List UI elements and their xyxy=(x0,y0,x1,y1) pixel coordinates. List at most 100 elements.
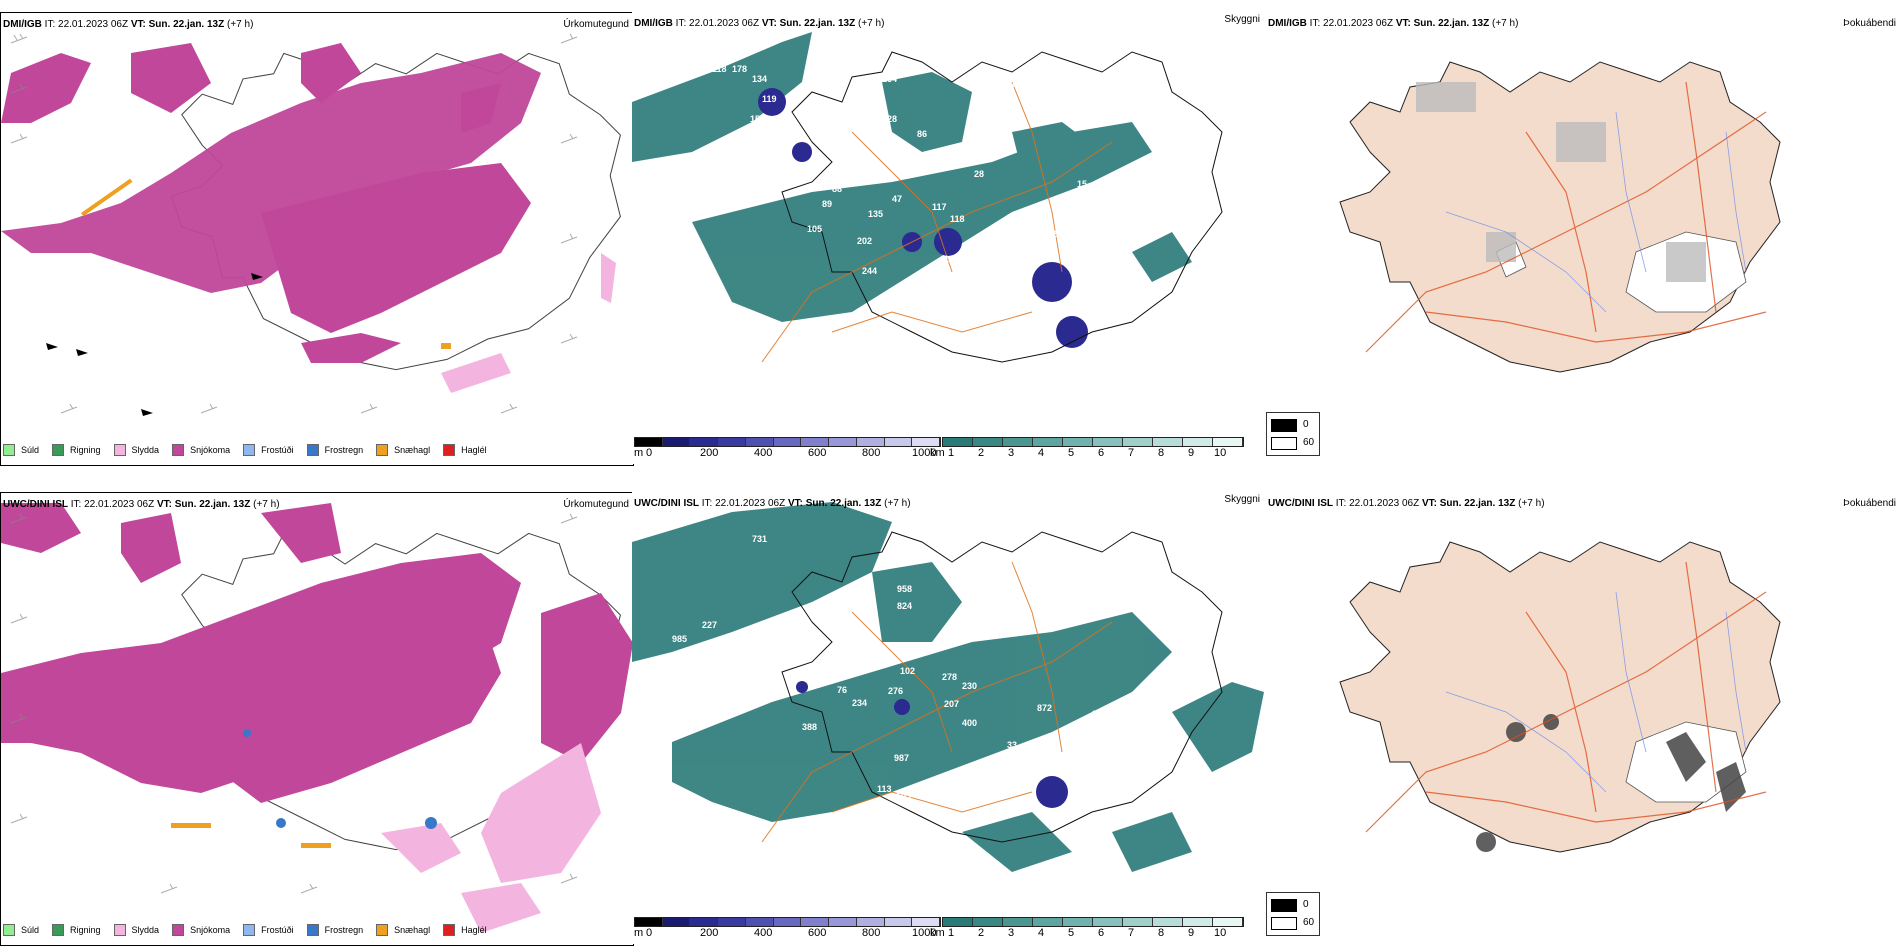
legend-item: Snjókoma xyxy=(172,444,230,456)
visibility-value-label: 128 xyxy=(882,114,897,124)
visibility-map-bottom: 902 731 227 985 958 824 117 102 278 230 76 276 234 20… xyxy=(632,496,1264,872)
visibility-value-label: 117 xyxy=(932,202,947,212)
visibility-value-label: 164 xyxy=(882,74,897,84)
visibility-value-label: 983 xyxy=(1092,709,1107,719)
legend-item: Rigning xyxy=(52,924,101,936)
visibility-value-label: 113 xyxy=(877,784,892,794)
visibility-value-label: 103 xyxy=(862,99,877,109)
visibility-value-label: 872 xyxy=(1037,703,1052,713)
legend-item: Haglél xyxy=(443,444,487,456)
swatch-hagel xyxy=(443,924,456,936)
legend-item: Rigning xyxy=(52,444,101,456)
legend-item: Slydda xyxy=(113,444,159,456)
precip-type-map-bottom xyxy=(1,503,633,933)
panel-header: DMI/IGB IT: 22.01.2023 06Z VT: Sun. 22.j… xyxy=(634,18,885,29)
distance-colorbar-fill xyxy=(942,917,1244,927)
visibility-labels-top: 937 118 134 119 155 140 162 178 960 164 103 128 200 8… xyxy=(652,44,1087,282)
swatch-rigning xyxy=(52,924,65,936)
visibility-panel-bottom: 902 731 227 985 958 824 117 102 278 230 76 276 234 20… xyxy=(632,492,1264,944)
visibility-value-label: 47 xyxy=(892,194,902,204)
visibility-value-label: 155 xyxy=(750,114,765,124)
visibility-value-label: 334 xyxy=(977,134,992,144)
swatch-sudl xyxy=(3,444,15,456)
visibility-value-label: 388 xyxy=(802,722,817,732)
visibility-value-label: 86 xyxy=(917,129,927,139)
swatch-hagel xyxy=(443,444,456,456)
distance-colorbar-fill xyxy=(942,437,1244,447)
visibility-value-label: 164 xyxy=(1017,254,1032,264)
panel-header: UWC/DINI ISL IT: 22.01.2023 06Z VT: Sun.… xyxy=(3,499,280,510)
fog-legend-top: 0 60 xyxy=(1266,412,1320,456)
visibility-value-label: 987 xyxy=(894,753,909,763)
visibility-value-label: 88 xyxy=(832,184,842,194)
visibility-value-label: 28 xyxy=(974,169,984,179)
swatch-snaehagl xyxy=(376,924,389,936)
visibility-value-label: 958 xyxy=(897,584,912,594)
swatch-frostregn xyxy=(306,444,319,456)
visibility-value-label: 937 xyxy=(652,44,667,54)
visibility-value-label: 89 xyxy=(822,199,832,209)
swatch-frostregn xyxy=(306,924,319,936)
visibility-value-label: 400 xyxy=(962,718,977,728)
panel-title: Úrkomutegund xyxy=(563,19,629,30)
legend-item: Frostregn xyxy=(306,444,363,456)
visibility-value-label: 234 xyxy=(852,698,867,708)
precip-type-legend: Súld Rigning Slydda Snjókoma Frostúði Fr… xyxy=(3,439,500,461)
visibility-value-label: 118 xyxy=(950,214,965,224)
precip-type-legend: Súld Rigning Slydda Snjókoma Frostúði Fr… xyxy=(3,919,500,941)
visibility-value-label: 298 xyxy=(930,270,945,280)
fog-map-bottom xyxy=(1339,541,1781,853)
legend-item: Frostúði xyxy=(243,444,294,456)
legend-item: Snjókoma xyxy=(172,924,230,936)
panel-header: UWC/DINI ISL IT: 22.01.2023 06Z VT: Sun.… xyxy=(634,498,911,509)
swatch-rigning xyxy=(52,444,65,456)
legend-item: Haglél xyxy=(443,924,487,936)
visibility-labels-bottom: 902 731 227 985 958 824 117 102 278 230 76 276 234 20… xyxy=(662,496,1107,801)
visibility-value-label: 30 xyxy=(977,272,987,282)
visibility-value-label: 138 xyxy=(1002,79,1017,89)
visibility-value-label: 200 xyxy=(857,119,872,129)
panel-title: Úrkomutegund xyxy=(563,499,629,510)
visibility-value-label: 118 xyxy=(712,64,727,74)
height-colorbar-fill xyxy=(634,437,941,447)
swatch-snaehagl xyxy=(376,444,389,456)
visibility-map-top: 937 118 134 119 155 140 162 178 960 164 103 128 200 8… xyxy=(632,32,1223,363)
precip-type-panel-bottom: UWC/DINI ISL IT: 22.01.2023 06Z VT: Sun.… xyxy=(0,492,634,946)
visibility-value-label: 244 xyxy=(862,266,877,276)
visibility-value-label: 230 xyxy=(962,681,977,691)
visibility-value-label: 140 xyxy=(772,114,787,124)
panel-header: DMI/IGB IT: 22.01.2023 06Z VT: Sun. 22.j… xyxy=(1268,18,1519,29)
fog-panel-bottom: UWC/DINI ISL IT: 22.01.2023 06Z VT: Sun.… xyxy=(1266,492,1900,892)
visibility-value-label: 15 xyxy=(1077,179,1087,189)
visibility-value-label: 135 xyxy=(868,209,883,219)
visibility-value-label: 227 xyxy=(702,620,717,630)
visibility-value-label: 105 xyxy=(807,224,822,234)
panel-title: Skyggni xyxy=(1224,494,1260,505)
visibility-value-label: 178 xyxy=(732,64,747,74)
panel-title: Skyggni xyxy=(1224,14,1260,25)
visibility-value-label: 824 xyxy=(897,601,912,611)
visibility-value-label: 222 xyxy=(1052,229,1067,239)
swatch-snjokoma xyxy=(172,924,185,936)
legend-item: Frostregn xyxy=(306,924,363,936)
legend-item: Slydda xyxy=(113,924,159,936)
fog-map-top xyxy=(1339,61,1781,373)
visibility-value-label: 103 xyxy=(896,791,911,801)
swatch-snjokoma xyxy=(172,444,185,456)
visibility-value-label: 102 xyxy=(900,666,915,676)
visibility-value-label: 278 xyxy=(942,672,957,682)
fog-legend-bottom: 0 60 xyxy=(1266,892,1320,936)
visibility-panel-top: 937 118 134 119 155 140 162 178 960 164 103 128 200 8… xyxy=(632,12,1264,464)
precip-type-panel-top: DMI/IGB IT: 22.01.2023 06Z VT: Sun. 22.j… xyxy=(0,12,634,466)
visibility-value-label: 902 xyxy=(662,496,677,506)
swatch-frostudi xyxy=(243,444,256,456)
visibility-value-label: 127 xyxy=(897,144,912,154)
visibility-value-label: 960 xyxy=(842,64,857,74)
visibility-value-label: 134 xyxy=(752,74,767,84)
legend-item: Frostúði xyxy=(243,924,294,936)
visibility-value-label: 223 xyxy=(1040,236,1055,246)
panel-title: Þokuábendi xyxy=(1843,498,1896,509)
visibility-value-label: 119 xyxy=(762,94,777,104)
visibility-value-label: 106 xyxy=(944,254,959,264)
visibility-value-label: 117 xyxy=(845,664,860,674)
